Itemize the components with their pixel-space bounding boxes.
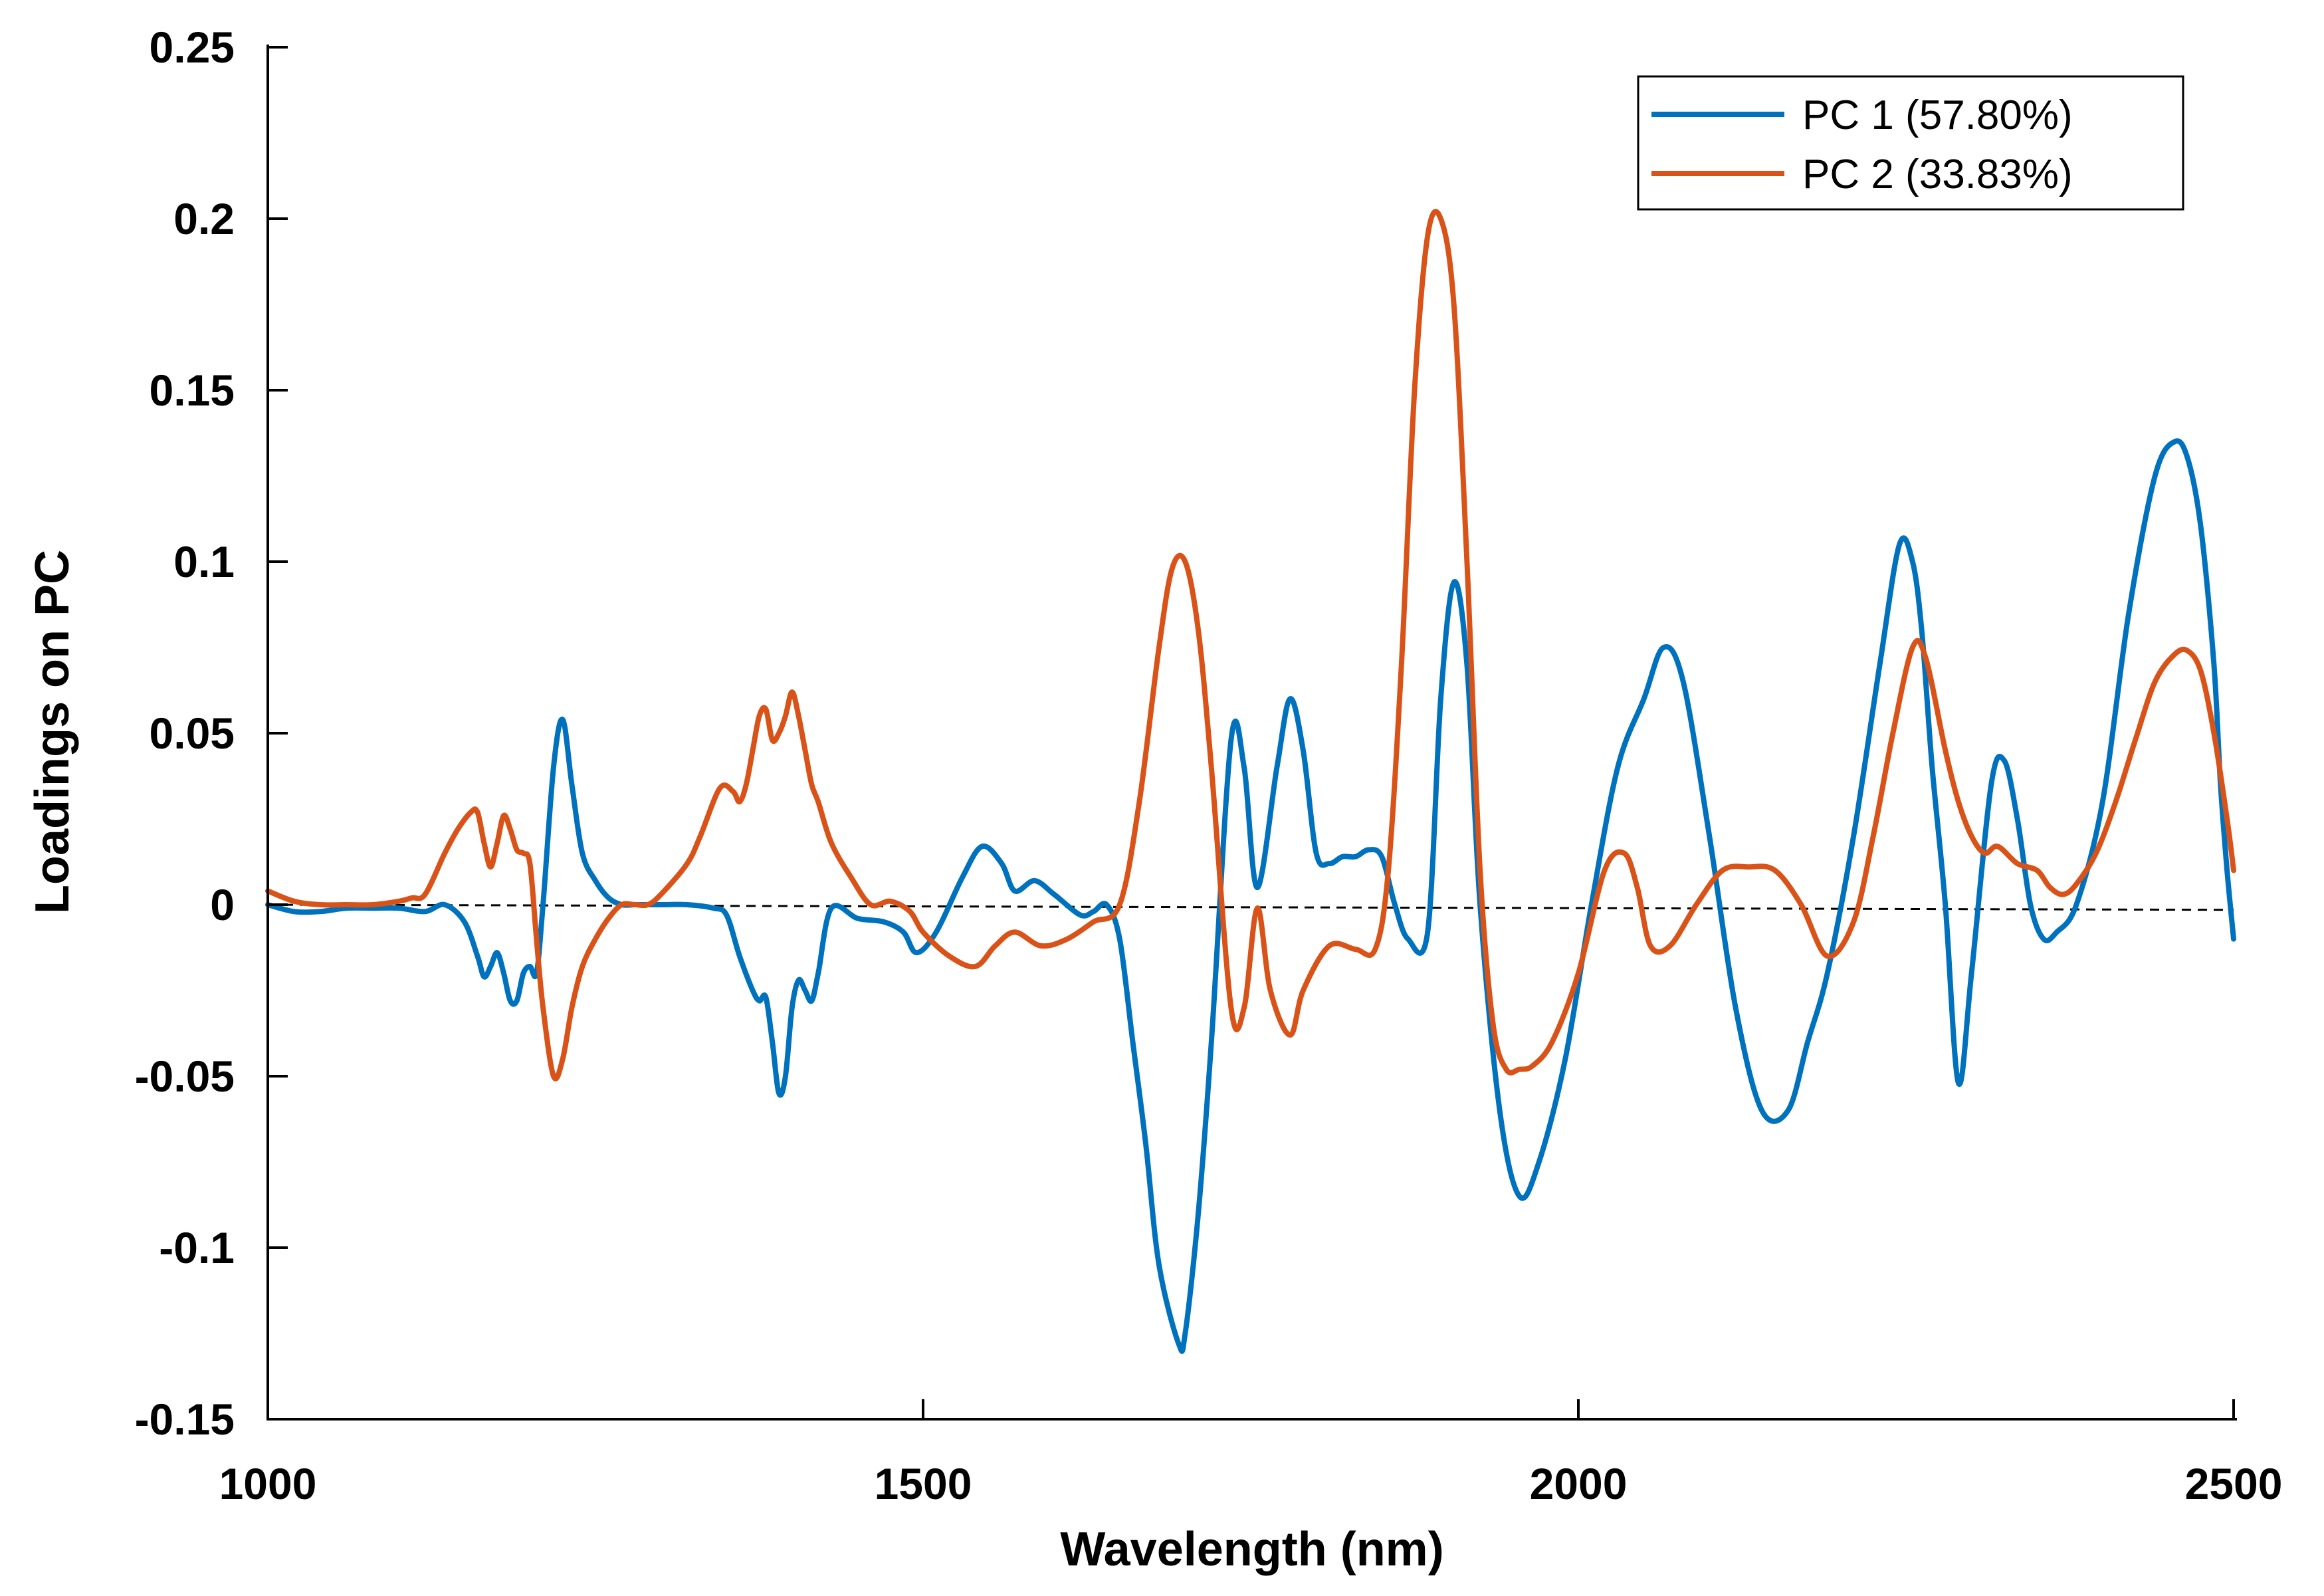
y-tick-label: 0.15 — [150, 366, 235, 415]
x-tick-label: 2000 — [1530, 1459, 1628, 1508]
x-tick-label: 1500 — [875, 1459, 972, 1508]
y-tick-label: 0.25 — [150, 23, 235, 72]
y-tick-label: 0.05 — [150, 709, 235, 758]
y-axis-title: Loadings on PC — [26, 550, 79, 914]
y-tick-label: 0.2 — [173, 194, 235, 243]
x-axis-title: Wavelength (nm) — [1060, 1523, 1443, 1576]
zero-reference-layer — [267, 903, 2234, 911]
series-layer — [265, 209, 2236, 1354]
legend-label-pc1: PC 1 (57.80%) — [1802, 92, 2073, 138]
y-tick-label: 0 — [210, 880, 235, 929]
y-tick-label: -0.05 — [135, 1052, 235, 1101]
legend-label-pc2: PC 2 (33.83%) — [1802, 152, 2073, 197]
y-ticks-layer: -0.15 -0.1 -0.05 0 0.05 0.1 0.15 0.2 0.25 — [135, 23, 288, 1444]
y-tick-label: -0.1 — [159, 1223, 235, 1272]
y-tick-label: 0.1 — [173, 537, 235, 586]
legend-box — [1637, 75, 2184, 211]
y-tick-label: -0.15 — [135, 1395, 235, 1444]
x-tick-label: 1000 — [219, 1459, 317, 1508]
series-line-pc2 — [265, 209, 2236, 1082]
zero-reference-line — [267, 903, 2234, 911]
x-tick-label: 2500 — [2185, 1459, 2283, 1508]
series-line-pc1 — [265, 438, 2236, 1354]
x-ticks-layer: 1000 1500 2000 2500 — [219, 1399, 2283, 1508]
legend: PC 1 (57.80%) PC 2 (33.83%) — [1637, 75, 2184, 211]
